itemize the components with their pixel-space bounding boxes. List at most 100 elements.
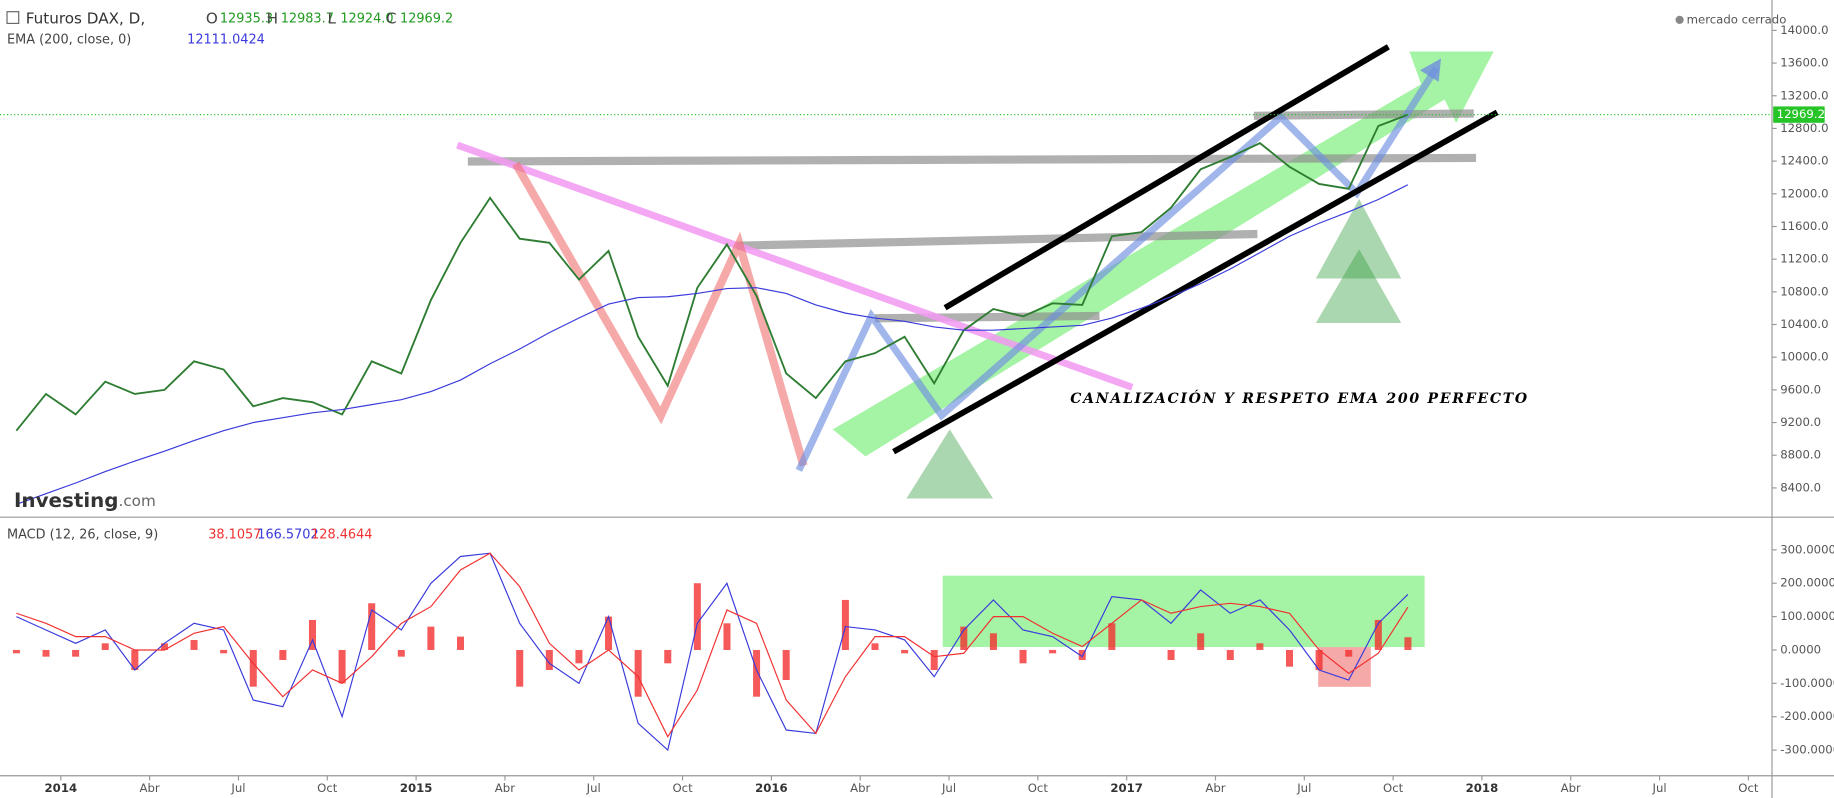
histogram-bar [841,599,849,650]
x-tick-label: 2018 [1466,781,1499,795]
series-line [16,552,1409,738]
x-tick-label: Abr [850,781,870,795]
histogram-bar [1404,637,1412,650]
ema-value: 12111.0424 [187,32,265,47]
histogram-bar [516,649,524,687]
histogram-bar [575,649,583,664]
symbol-header: Futuros DAX, D, O 12935.3 H 12983.7 L 12… [26,9,453,27]
last-price-tag [1773,106,1825,123]
triangle [906,429,994,499]
histogram-bar [279,649,287,660]
histogram-bar [960,626,968,650]
histogram-bar [308,619,316,650]
histogram-bar [1315,649,1323,670]
y-tick-label: 13200.0 [1780,88,1828,102]
macd-header: MACD (12, 26, close, 9) 38.1057 166.5702… [7,527,372,542]
channel-line [892,109,1499,455]
y-tick-label: 13600.0 [1780,56,1828,70]
x-tick-label: Abr [495,781,515,795]
y-tick-label: 10800.0 [1780,284,1828,298]
y-tick-label: 12000.0 [1780,186,1828,200]
x-tick-label: Abr [1561,781,1581,795]
histogram-bar [12,649,20,654]
y-tick-label: -200.0000 [1780,709,1834,723]
y-tick-label: 9600.0 [1780,382,1821,396]
histogram-bar [1167,649,1175,660]
histogram-bar [1049,649,1057,654]
x-tick-label: 2015 [400,781,433,795]
y-tick-label: -100.0000 [1780,676,1834,690]
y-tick-label: 12800.0 [1780,121,1828,135]
trend-arrow [832,51,1494,457]
y-tick-label: 12400.0 [1780,154,1828,168]
market-status: mercado cerrado [1687,12,1787,26]
histogram-bar [397,649,405,657]
histogram-bar [664,649,672,664]
x-tick-label: 2014 [45,781,78,795]
drawings [456,44,1499,687]
y-tick-label: 0.0000 [1780,642,1821,656]
y-tick-label: 8400.0 [1780,480,1821,494]
y-tick-label: 100.0000 [1780,609,1834,623]
y-tick-label: 11200.0 [1780,252,1828,266]
histogram-bar [989,633,997,650]
histogram-bar [782,649,790,681]
annotation: CANALIZACIÓN Y RESPETO EMA 200 PERFECTO [1070,389,1529,407]
logo-suffix: .com [119,491,156,509]
resistance-line [1253,109,1474,120]
x-tick-label: Oct [317,781,338,795]
pattern-line [512,161,808,467]
wave-line [795,65,1440,472]
histogram-bar [457,636,465,650]
histogram-bar [160,643,168,650]
resistance-line [467,153,1477,166]
macd-value: 166.5702 [257,527,318,542]
histogram-bar [1256,643,1264,650]
histogram-bar [753,649,761,697]
collapse-icon[interactable] [6,11,20,24]
ohlc-label: C [386,9,397,27]
ema-label: EMA (200, close, 0) [7,32,131,47]
macd-zone [942,575,1425,648]
triangle [1315,249,1402,323]
x-tick-label: Abr [1205,781,1225,795]
x-tick-label: Abr [140,781,160,795]
histogram-bar [634,649,642,697]
histogram-bar [131,649,139,670]
histogram-bar [190,639,198,650]
y-tick-label: 10000.0 [1780,350,1828,364]
x-tick-label: Jul [1296,781,1311,795]
histogram-bar [693,583,701,650]
x-tick-label: Jul [941,781,956,795]
histogram-bar [220,649,228,654]
plot: 8400.0 8800.0 9200.0 9600.0 10000.0 10400.0 10… [0,23,1834,795]
logo: Investing.com [14,488,156,511]
histogram-bar [1374,619,1382,650]
histogram-bar [1078,649,1086,660]
arrow-head [1419,58,1441,82]
x-tick-label: Jul [1652,781,1667,795]
status-dot [1675,15,1684,24]
resistance-line [736,229,1258,250]
series-line [15,113,1409,432]
series-line [16,552,1409,752]
ohlc-label: L [328,9,337,27]
series-line [16,184,1409,505]
histogram-bar [368,603,376,650]
histogram-bar [101,643,109,650]
logo-text: Investing [14,488,118,511]
histogram-bar [723,623,731,650]
histogram-bar [930,649,938,670]
histogram-bar [1345,649,1353,657]
histogram-bar [427,626,435,650]
ohlc-value: 12969.2 [400,11,453,26]
histogram-bar [72,649,80,657]
x-tick-label: 2016 [755,781,788,795]
last-price-label: 12969.2 [1777,107,1825,121]
histogram-bar [338,649,346,684]
y-tick-label: 8800.0 [1780,448,1821,462]
y-tick-label: -300.0000 [1780,743,1834,757]
x-tick-label: Oct [1738,781,1759,795]
y-tick-label: 9200.0 [1780,415,1821,429]
histogram-bar [871,643,879,650]
